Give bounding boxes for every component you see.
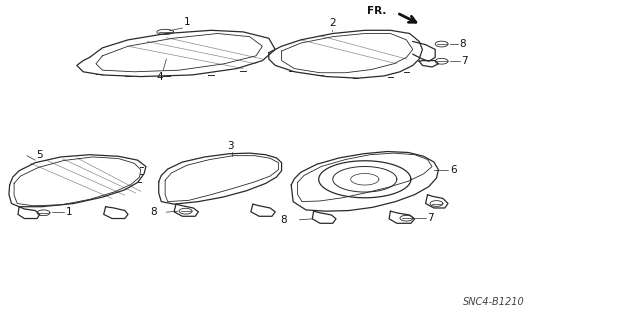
Text: 1: 1	[184, 18, 190, 27]
Text: 3: 3	[227, 141, 234, 151]
Text: 7: 7	[428, 213, 434, 223]
Text: 4: 4	[157, 72, 163, 82]
Text: 1: 1	[66, 207, 72, 217]
Text: 8: 8	[460, 39, 466, 49]
Text: 8: 8	[280, 215, 287, 225]
Text: 6: 6	[450, 165, 456, 175]
Text: 8: 8	[150, 207, 157, 217]
Text: 2: 2	[330, 18, 336, 28]
Text: 7: 7	[461, 56, 468, 66]
Text: SNC4-B1210: SNC4-B1210	[463, 297, 525, 307]
Text: FR.: FR.	[367, 6, 386, 16]
Text: 5: 5	[36, 150, 43, 160]
